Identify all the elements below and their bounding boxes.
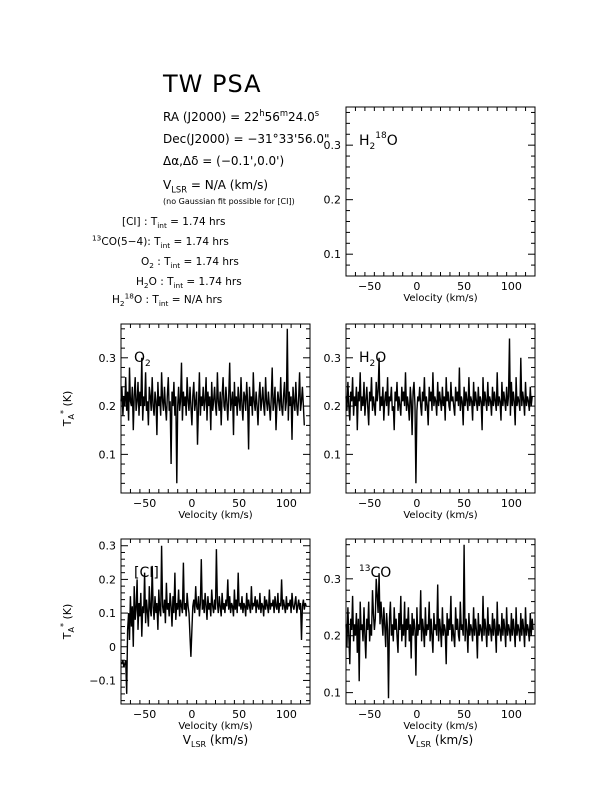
x-axis-label-13co: Velocity (km/s)	[403, 721, 477, 732]
species-label-ci: [CI]	[134, 565, 159, 581]
x-tick-label-o2: 100	[276, 497, 297, 510]
gaussian-note: (no Gaussian fit possible for [CI])	[163, 197, 295, 206]
y-tick-label-o2: 0.2	[99, 400, 117, 413]
y-axis-label-o2: TA* (K)	[59, 391, 76, 428]
x-tick-label-h218o: −50	[358, 280, 381, 293]
y-tick-label-h2o: 0.2	[324, 400, 342, 413]
species-label-h218o: H218O	[359, 131, 398, 152]
y-tick-label-ci: 0.1	[99, 607, 117, 620]
species-label-13co: 13CO	[359, 564, 391, 581]
spectrum-line-ci	[121, 545, 307, 694]
y-tick-label-h2o: 0.1	[324, 448, 342, 461]
x-tick-label-ci: −50	[133, 708, 156, 721]
y-tick-label-o2: 0.3	[99, 352, 117, 365]
x-axis-label-ci: Velocity (km/s)	[178, 721, 252, 732]
x-axis-label-o2: Velocity (km/s)	[178, 510, 252, 521]
x-tick-label-13co: −50	[358, 708, 381, 721]
vlsr-label-right: VLSR (km/s)	[408, 733, 473, 749]
y-tick-label-h2o: 0.3	[324, 352, 342, 365]
y-tick-label-h218o: 0.1	[324, 248, 342, 261]
x-tick-label-13co: 100	[501, 708, 522, 721]
y-tick-label-13co: 0.1	[324, 687, 342, 700]
x-tick-label-h218o: 0	[413, 280, 420, 293]
y-axis-label-ci: TA* (K)	[59, 604, 76, 641]
x-tick-label-ci: 0	[188, 708, 195, 721]
species-label-o2: O2	[134, 350, 151, 369]
x-tick-label-ci: 100	[276, 708, 297, 721]
y-tick-label-o2: 0.1	[99, 448, 117, 461]
dec-line: Dec(J2000) = −31°33'56.0"	[163, 132, 330, 146]
spectrum-line-o2	[120, 328, 305, 484]
species-label-h2o: H2O	[359, 350, 386, 369]
vlsr-label-left: VLSR (km/s)	[183, 733, 248, 749]
spectrum-line-13co	[345, 544, 534, 699]
x-tick-label-13co: 50	[457, 708, 471, 721]
x-tick-label-13co: 0	[413, 708, 420, 721]
x-tick-label-h218o: 50	[457, 280, 471, 293]
x-tick-label-o2: −50	[133, 497, 156, 510]
y-tick-label-13co: 0.3	[324, 573, 342, 586]
offset-line: Δα,Δδ = (−0.1',0.0')	[163, 154, 285, 168]
x-tick-label-h2o: 100	[501, 497, 522, 510]
spectrum-line-h2o	[345, 338, 533, 484]
y-tick-label-h218o: 0.2	[324, 194, 342, 207]
x-axis-label-h218o: Velocity (km/s)	[403, 293, 477, 304]
y-tick-label-ci: −0.1	[89, 674, 116, 687]
tint-13co: 13CO(5−4): Tint = 1.74 hrs	[92, 233, 229, 251]
tint-o2: O2 : Tint = 1.74 hrs	[141, 256, 239, 271]
x-tick-label-o2: 50	[232, 497, 246, 510]
y-tick-label-ci: 0.2	[99, 573, 117, 586]
x-axis-label-h2o: Velocity (km/s)	[403, 510, 477, 521]
x-tick-label-h2o: 50	[457, 497, 471, 510]
y-tick-label-13co: 0.2	[324, 630, 342, 643]
y-tick-label-ci: 0	[109, 641, 116, 654]
tint-h2o: H2O : Tint = 1.74 hrs	[136, 276, 242, 291]
ra-line: RA (J2000) = 22h56m24.0s	[163, 108, 320, 124]
x-tick-label-h2o: 0	[413, 497, 420, 510]
figure-title: TW PSA	[163, 70, 262, 98]
x-tick-label-ci: 50	[232, 708, 246, 721]
y-tick-label-ci: 0.3	[99, 540, 117, 553]
y-tick-label-h218o: 0.3	[324, 139, 342, 152]
vlsr-line: VLSR = N/A (km/s)	[163, 178, 269, 195]
tint-h218o: H218O : Tint = N/A hrs	[112, 291, 223, 309]
tint-ci: [CI] : Tint = 1.74 hrs	[122, 216, 226, 231]
x-tick-label-h2o: −50	[358, 497, 381, 510]
x-tick-label-o2: 0	[188, 497, 195, 510]
x-tick-label-h218o: 100	[501, 280, 522, 293]
